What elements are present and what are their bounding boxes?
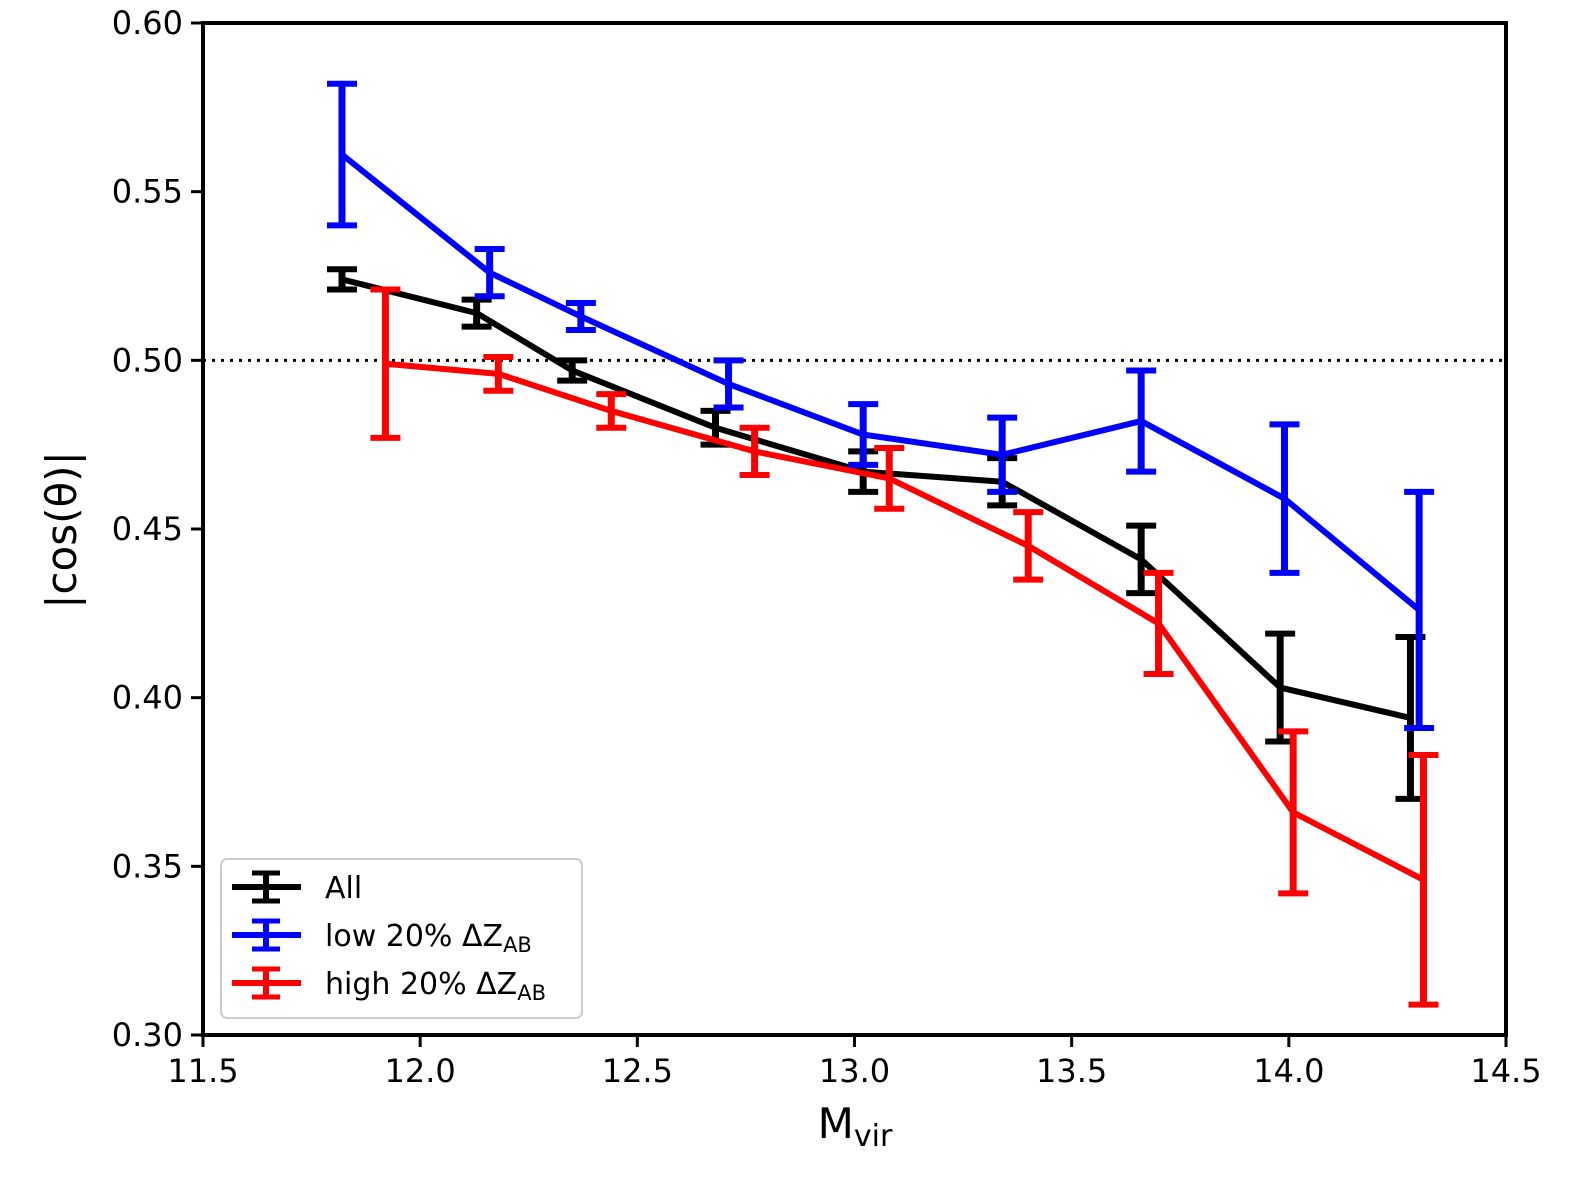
legend-box: [220, 858, 583, 1019]
legend-label-text: low 20% ΔZ: [325, 919, 503, 954]
y-tick-label: 0.45: [112, 510, 183, 548]
series-1: [326, 80, 1435, 732]
y-tick-label: 0.50: [112, 341, 183, 379]
x-tick-label: 14.5: [1470, 1052, 1541, 1090]
axis-ticks: 11.5 12.0 12.5 13.0 13.5 14.0 14.5 0.30 0.35 0.40…: [112, 4, 1542, 1090]
x-tick-label: 12.5: [602, 1052, 673, 1090]
y-tick-label: 0.40: [112, 679, 183, 717]
y-tick-label: 0.35: [112, 847, 183, 885]
series-2: [370, 286, 1439, 1008]
legend-label-text: high 20% ΔZ: [325, 967, 517, 1002]
legend-label: All: [325, 871, 362, 906]
y-tick-label: 0.30: [112, 1016, 183, 1054]
x-tick-label: 12.0: [385, 1052, 456, 1090]
x-tick-label: 11.5: [167, 1052, 238, 1090]
legend-label: low 20% ΔZAB: [325, 919, 532, 957]
y-tick-label: 0.55: [112, 173, 183, 211]
series-line: [382, 360, 1427, 883]
legend-entry: low 20% ΔZAB: [232, 918, 532, 957]
x-tick-label: 13.5: [1036, 1052, 1107, 1090]
series-line: [338, 151, 1423, 613]
x-tick-label: 14.0: [1253, 1052, 1324, 1090]
y-tick-label: 0.60: [112, 4, 183, 42]
plot-marks: [203, 80, 1506, 1008]
legend-entry: high 20% ΔZAB: [232, 966, 546, 1005]
legend-label-subscript: AB: [517, 981, 546, 1005]
legend-entry: All: [232, 870, 362, 906]
y-axis-label: |cos(θ)|: [37, 451, 86, 608]
legend-label-text: All: [325, 871, 362, 906]
x-tick-label: 13.0: [819, 1052, 890, 1090]
legend-label-subscript: AB: [503, 933, 532, 957]
legend-label: high 20% ΔZAB: [325, 967, 546, 1005]
x-axis-label: Mvir: [818, 1099, 893, 1154]
